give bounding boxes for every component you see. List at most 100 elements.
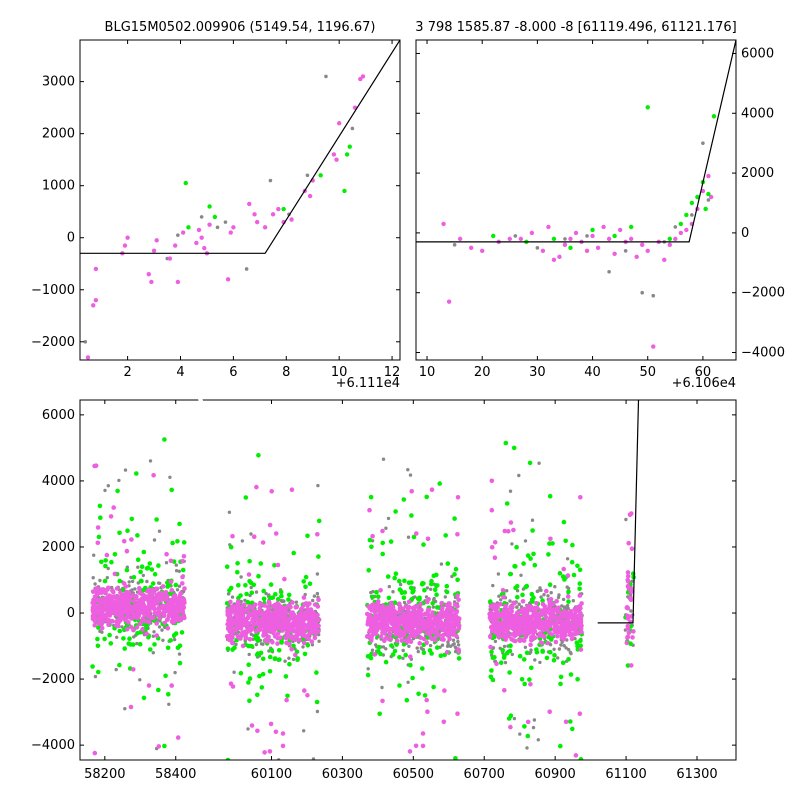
full-lightcurve-point-green [521,561,526,566]
full-lightcurve-point-magenta [230,627,235,633]
full-lightcurve-point-green [139,564,145,569]
full-lightcurve-point-green [135,557,141,562]
full-lightcurve-point-magenta [455,532,460,537]
full-lightcurve-point-green [514,584,520,589]
full-lightcurve-point-green [515,594,520,600]
full-lightcurve-point-magenta [577,593,583,598]
full-lightcurve-point-gray [517,602,521,606]
full-lightcurve-point-magenta [498,601,503,607]
full-lightcurve-point-green [578,757,584,760]
full-lightcurve-point-green [489,668,494,673]
full-lightcurve-point-magenta [626,630,632,636]
full-lightcurve-point-magenta [509,632,515,637]
full-lightcurve-point-green [421,542,426,547]
full-lightcurve-point-green [376,594,381,599]
full-lightcurve-point-magenta [140,616,146,621]
zoom-left-point-magenta [262,225,268,230]
full-lightcurve-point-green [397,587,403,592]
full-lightcurve-point-green [410,675,415,681]
full-lightcurve-point-magenta [315,604,321,609]
full-lightcurve-point-gray [515,605,519,609]
full-lightcurve-point-magenta [282,622,287,628]
full-lightcurve-point-magenta [417,641,423,646]
full-lightcurve-point-magenta [395,627,400,633]
full-lightcurve-point-gray [538,660,542,665]
zoom-right-point-gray [640,290,645,295]
full-lightcurve-point-green [409,513,414,518]
zoom-right-ytick-label: 4000 [741,106,774,121]
full-lightcurve-point-magenta [124,614,130,620]
full-lightcurve-point-magenta [106,585,111,591]
zoom-left-point-magenta [225,277,231,282]
full-lightcurve-point-gray [173,670,177,675]
full-lightcurve-point-green [568,719,573,724]
full-lightcurve-point-magenta [147,595,152,600]
full-lightcurve-point-gray [443,595,447,599]
full-lightcurve-point-magenta [488,604,494,609]
full-lightcurve-point-magenta [578,495,583,500]
full-lightcurve-point-magenta [225,608,230,613]
full-lightcurve-point-green [429,651,434,656]
full-lightcurve-point-green [152,642,157,647]
full-lightcurve-point-magenta [628,589,634,595]
full-lightcurve-point-magenta [520,608,525,614]
full-lightcurve-point-magenta [112,606,118,611]
full-lightcurve-point-green [316,554,321,559]
full-lightcurve-point-magenta [489,478,495,484]
full-lightcurve-point-gray [294,600,299,604]
full-lightcurve-point-magenta [296,613,302,619]
full-lightcurve-point-magenta [240,631,246,637]
full-lightcurve-point-magenta [378,588,383,593]
full-lightcurve-point-magenta [444,649,450,655]
full-lightcurve-point-magenta [528,642,533,648]
full-lightcurve-point-gray [531,725,536,730]
full-lightcurve-point-green [316,518,322,524]
full-lightcurve-point-magenta [110,595,116,601]
full-lightcurve-point-green [404,697,410,703]
zoom-right-point-green [568,245,573,251]
full-lightcurve-point-gray [402,600,407,605]
full-lightcurve-point-magenta [403,624,409,630]
full-lightcurve-point-magenta [557,627,562,633]
full-lightcurve-point-magenta [168,558,174,564]
full-lightcurve-point-green [410,590,415,595]
zoom-left-point-magenta [336,121,342,126]
zoom-left-point-gray [268,178,273,183]
full-lightcurve-point-magenta [547,599,552,605]
full-lightcurve-point-gray [557,593,561,597]
full-lightcurve-point-green [519,677,525,682]
full-lightcurve-point-magenta [312,620,317,625]
full-lightcurve-point-gray [283,659,287,663]
full-lightcurve-point-green [276,648,282,653]
full-lightcurve-point-magenta [301,630,306,636]
full-lightcurve-point-magenta [293,605,299,610]
full-lightcurve-point-magenta [277,624,283,630]
zoom-right-point-magenta [708,194,714,200]
full-lightcurve-point-green [102,578,108,584]
full-lightcurve-point-gray [167,702,171,706]
full-lightcurve-point-green [566,589,571,595]
full-lightcurve-point-gray [106,484,111,488]
full-lightcurve-point-magenta [555,633,560,639]
axis-break-gap [197,397,204,403]
full-lightcurve-point-green [152,572,158,577]
zoom-right-model-line [416,40,736,243]
full-lightcurve-point-magenta [455,711,460,716]
zoom-left-xtick-label: 10 [331,365,348,380]
zoom-right-ytick-label: 6000 [741,46,774,61]
full-lightcurve-point-gray [315,591,320,596]
full-lightcurve-point-magenta [273,531,279,536]
full-lightcurve-point-gray [391,590,395,594]
full-lightcurve-point-green [124,567,130,573]
zoom-right-point-green [689,200,695,206]
full-lightcurve-point-magenta [491,615,496,620]
full-lightcurve-point-magenta [442,623,448,628]
zoom-left-point-gray [305,173,310,178]
zoom-left-point-magenta [307,193,313,199]
full-lightcurve-point-green [452,572,457,577]
full-lightcurve-point-gray [537,461,541,465]
full-lightcurve-point-green [256,573,261,579]
zoom-right-point-magenta [684,227,689,233]
zoom-left-point-magenta [196,227,202,233]
full-lightcurve-point-magenta [252,602,258,607]
